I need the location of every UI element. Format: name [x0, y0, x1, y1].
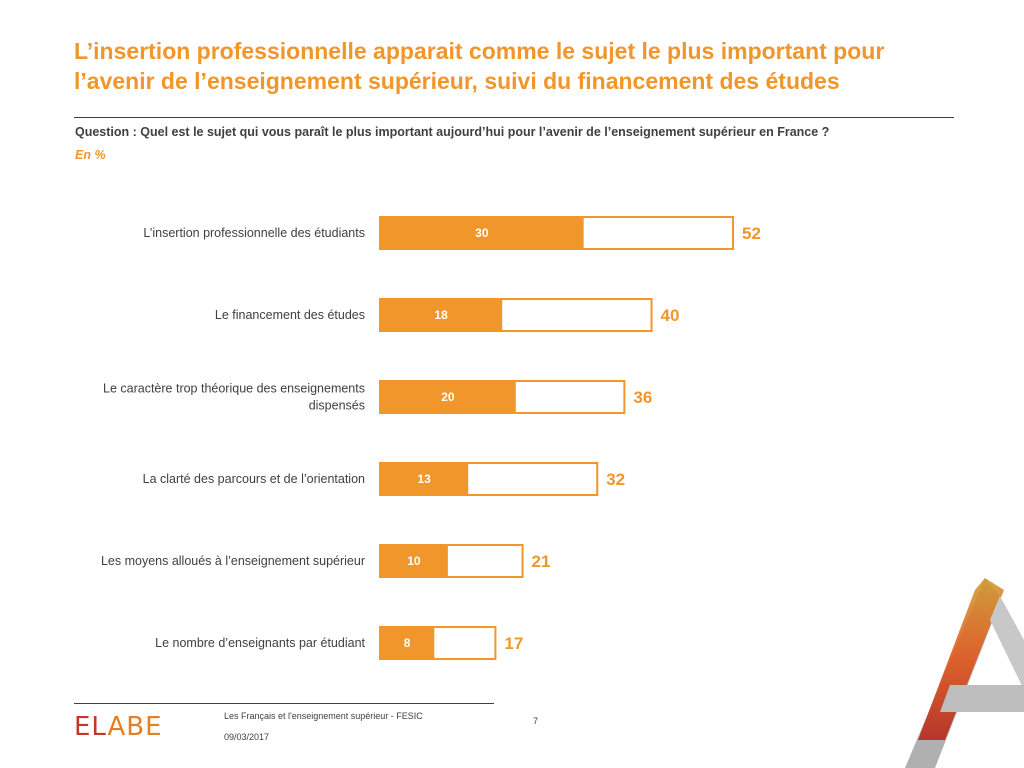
page-title: L’insertion professionnelle apparait com… [74, 36, 954, 96]
value-label-total: 36 [633, 388, 652, 407]
bar-first-choice [380, 627, 435, 659]
value-label-first-choice: 8 [404, 636, 411, 650]
category-label: Le nombre d’enseignants par étudiant [155, 636, 365, 650]
category-label: L’insertion professionnelle des étudiant… [143, 226, 365, 240]
page-number: 7 [533, 716, 539, 726]
value-label-first-choice: 20 [441, 390, 455, 404]
triangle-orange-stroke [918, 578, 1004, 740]
category-label: La clarté des parcours et de l’orientati… [143, 472, 365, 486]
value-label-total: 32 [606, 470, 625, 489]
value-label-first-choice: 10 [407, 554, 421, 568]
title-line-1: L’insertion professionnelle apparait com… [74, 38, 885, 64]
bar-first-choice [380, 463, 469, 495]
category-label-line: dispensés [309, 399, 365, 413]
bar-chart: L’insertion professionnelle des étudiant… [101, 216, 761, 660]
category-label-line: Le nombre d’enseignants par étudiant [155, 636, 365, 650]
value-label-total: 21 [532, 552, 551, 571]
footer-date: 09/03/2017 [224, 732, 270, 742]
bar-first-choice [380, 217, 584, 249]
value-label-first-choice: 13 [417, 472, 431, 486]
category-label: Le financement des études [215, 308, 365, 322]
question-text: Question : Quel est le sujet qui vous pa… [75, 125, 830, 139]
category-label: Le caractère trop théorique des enseigne… [103, 382, 365, 413]
category-label-line: La clarté des parcours et de l’orientati… [143, 472, 365, 486]
category-label: Les moyens alloués à l’enseignement supé… [101, 554, 365, 568]
triangle-crossbar [940, 685, 1024, 712]
logo-right: ABE [107, 712, 163, 742]
value-label-total: 52 [742, 224, 761, 243]
bar-first-choice [380, 545, 448, 577]
value-label-first-choice: 18 [434, 308, 448, 322]
category-label-line: Le financement des études [215, 308, 365, 322]
category-label-line: Le caractère trop théorique des enseigne… [103, 382, 365, 396]
category-label-line: Les moyens alloués à l’enseignement supé… [101, 554, 365, 568]
bar-first-choice [380, 381, 516, 413]
unit-label: En % [75, 148, 106, 162]
elabe-logo: ELABE [74, 712, 163, 742]
triangle-right-leg [990, 596, 1024, 690]
footer-source: Les Français et l'enseignement supérieur… [224, 711, 423, 721]
value-label-first-choice: 30 [475, 226, 489, 240]
title-line-2: l’avenir de l’enseignement supérieur, su… [74, 68, 840, 94]
value-label-total: 40 [661, 306, 680, 325]
category-label-line: L’insertion professionnelle des étudiant… [143, 226, 365, 240]
footer-divider [74, 703, 494, 704]
title-divider [74, 117, 954, 118]
value-label-total: 17 [504, 634, 523, 653]
logo-left: EL [74, 712, 108, 742]
bar-first-choice [380, 299, 503, 331]
